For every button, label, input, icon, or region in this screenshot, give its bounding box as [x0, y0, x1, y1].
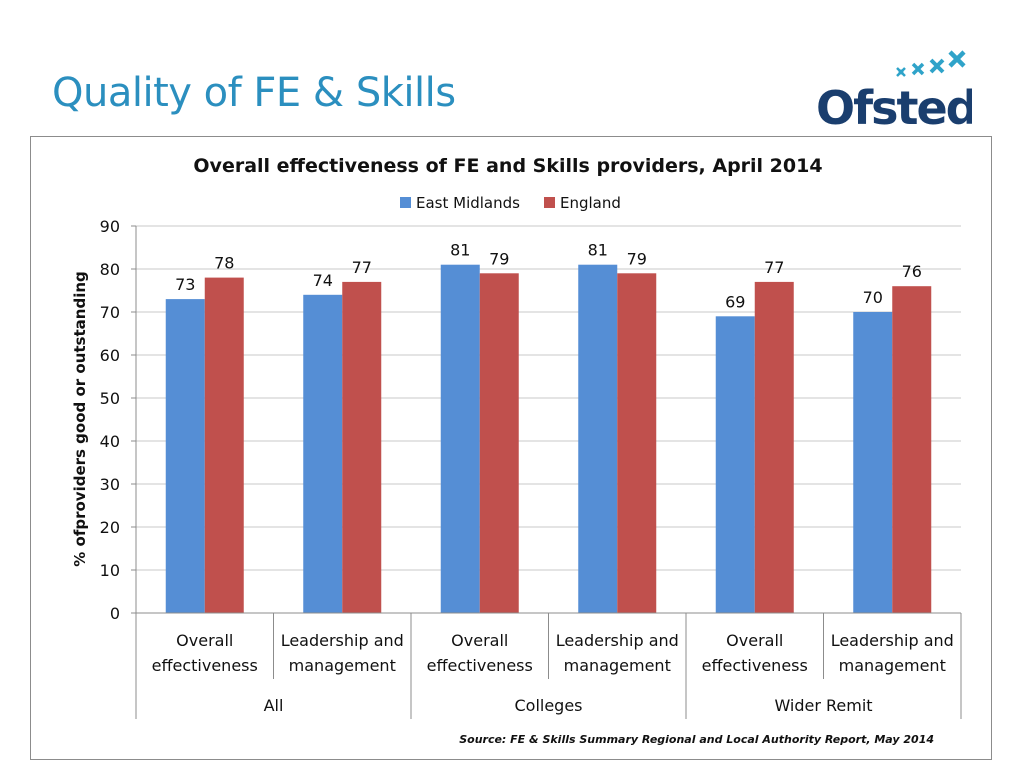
legend-label-england: England [560, 194, 621, 212]
bar-east-midlands [853, 312, 893, 613]
x-category-label: Leadership and [831, 631, 954, 650]
slide-title: Quality of FE & Skills [52, 70, 456, 116]
data-label: 81 [588, 241, 608, 260]
legend-swatch-east-midlands [400, 197, 411, 208]
bar-england [204, 277, 244, 613]
x-category-label: Leadership and [556, 631, 679, 650]
x-category-label: effectiveness [702, 656, 808, 675]
legend: East Midlands England [400, 194, 621, 212]
data-label: 79 [627, 249, 647, 268]
y-tick-label: 0 [110, 604, 120, 623]
data-label: 77 [764, 258, 784, 277]
data-label: 78 [214, 254, 234, 273]
x-group-label: All [264, 696, 284, 715]
data-label: 79 [489, 249, 509, 268]
data-label: 74 [313, 271, 333, 290]
bar-east-midlands [303, 294, 343, 613]
legend-label-east-midlands: East Midlands [416, 194, 520, 212]
x-group-label: Wider Remit [774, 696, 872, 715]
data-label: 73 [175, 275, 195, 294]
y-tick-label: 20 [100, 518, 120, 537]
chart-frame: Overall effectiveness of FE and Skills p… [30, 136, 992, 760]
source-note: Source: FE & Skills Summary Regional and… [459, 733, 934, 746]
x-category-label: Overall [451, 631, 508, 650]
y-tick-label: 10 [100, 561, 120, 580]
logo-stars [896, 50, 966, 77]
y-tick-label: 50 [100, 389, 120, 408]
y-tick-label: 90 [100, 217, 120, 236]
x-axis: Overall effectiveness Leadership and manage… [135, 612, 962, 719]
x-category-label: Overall [726, 631, 783, 650]
y-tick-label: 40 [100, 432, 120, 451]
x-category-label: management [289, 656, 396, 675]
bar-england [479, 273, 519, 613]
ofsted-logo: Ofsted [816, 50, 972, 132]
bar-england [617, 273, 657, 613]
y-tick-label: 70 [100, 303, 120, 322]
data-label: 69 [725, 292, 745, 311]
data-label: 76 [902, 262, 922, 281]
x-category-label: effectiveness [152, 656, 258, 675]
x-category-label: Leadership and [281, 631, 404, 650]
x-category-label: effectiveness [427, 656, 533, 675]
legend-swatch-england [544, 197, 555, 208]
svg-text:Ofsted: Ofsted [816, 81, 972, 132]
bar-england [754, 281, 794, 613]
bar-england [892, 286, 932, 613]
x-category-label: Overall [176, 631, 233, 650]
y-tick-label: 30 [100, 475, 120, 494]
y-axis-ticks: 0 10 20 30 40 50 60 70 80 90 [100, 217, 137, 623]
data-label: 81 [450, 241, 470, 260]
gridlines [136, 225, 961, 571]
x-category-label: management [839, 656, 946, 675]
data-label: 77 [352, 258, 372, 277]
bar-east-midlands [715, 316, 755, 613]
x-group-label: Colleges [514, 696, 582, 715]
bars: 73 74 81 81 69 70 78 77 79 79 77 76 [165, 241, 932, 613]
chart-title: Overall effectiveness of FE and Skills p… [193, 155, 822, 177]
x-category-label: management [564, 656, 671, 675]
bar-east-midlands [578, 264, 618, 613]
y-tick-label: 80 [100, 260, 120, 279]
bar-east-midlands [165, 299, 205, 613]
bar-england [342, 281, 382, 613]
bar-chart: Overall effectiveness of FE and Skills p… [71, 155, 962, 746]
data-label: 70 [863, 288, 883, 307]
y-tick-label: 60 [100, 346, 120, 365]
bar-east-midlands [440, 264, 480, 613]
y-axis-label: % ofproviders good or outstanding [71, 271, 89, 566]
